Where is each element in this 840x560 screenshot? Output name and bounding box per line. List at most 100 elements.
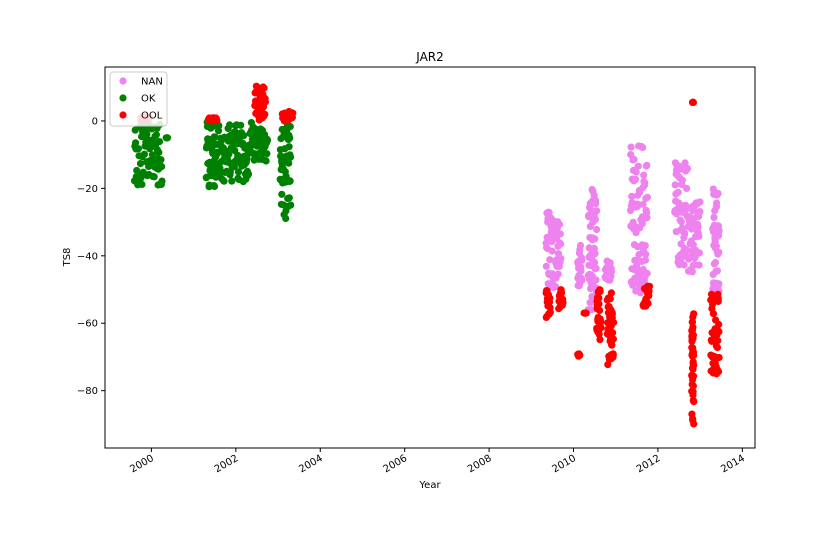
data-point: [157, 156, 165, 164]
legend-marker: [119, 77, 127, 85]
data-point: [695, 249, 704, 257]
data-point: [287, 201, 295, 209]
data-point: [644, 299, 652, 308]
data-point: [546, 308, 554, 316]
data-point: [609, 335, 618, 343]
series-nan-cluster: [671, 159, 692, 269]
plot-frame: [104, 66, 756, 449]
data-point: [715, 227, 723, 235]
data-point: [714, 297, 722, 305]
series-nan-cluster: [574, 241, 586, 290]
data-point: [591, 235, 599, 243]
data-point: [595, 294, 603, 302]
data-point: [582, 309, 590, 317]
data-point: [713, 199, 721, 207]
data-point: [690, 398, 698, 406]
y-tick-label: −60: [77, 319, 98, 330]
data-point: [606, 259, 614, 267]
data-point: [607, 268, 616, 276]
data-point: [610, 318, 618, 326]
data-point: [632, 168, 640, 176]
series-nan-cluster: [626, 142, 652, 297]
data-point: [591, 215, 600, 223]
data-point: [712, 242, 721, 250]
data-point: [641, 256, 650, 264]
data-point: [609, 329, 617, 337]
data-point: [677, 218, 685, 226]
data-point: [682, 203, 691, 211]
data-point: [690, 351, 698, 360]
data-point: [689, 331, 698, 339]
data-point: [593, 207, 601, 215]
data-point: [262, 157, 270, 165]
data-point: [155, 148, 163, 156]
data-point: [557, 289, 566, 297]
series-ool-cluster: [639, 282, 654, 310]
data-point: [285, 194, 293, 202]
y-axis-label: TS8: [62, 248, 73, 268]
data-point: [607, 289, 616, 297]
data-point: [556, 230, 564, 238]
data-point: [671, 181, 679, 189]
series-ool-cluster: [688, 310, 698, 428]
data-point: [286, 153, 295, 161]
series-ool-cluster: [555, 286, 567, 313]
x-tick-label: 2010: [550, 453, 578, 475]
data-point: [592, 276, 600, 284]
data-point: [711, 258, 720, 267]
data-point: [214, 127, 223, 135]
data-point: [132, 139, 140, 147]
data-point: [158, 163, 166, 171]
data-point: [714, 368, 723, 376]
data-point: [690, 420, 698, 428]
data-point: [261, 98, 269, 106]
chart-title: JAR2: [415, 50, 444, 64]
data-point: [286, 134, 294, 142]
data-point: [138, 180, 146, 188]
data-point: [155, 138, 164, 146]
data-point: [136, 160, 145, 168]
x-tick-label: 2004: [297, 453, 325, 475]
legend-label: NAN: [141, 77, 163, 88]
data-point: [631, 175, 640, 183]
data-point: [708, 337, 716, 345]
data-point: [690, 361, 698, 369]
data-point: [634, 162, 642, 170]
data-point: [630, 155, 638, 164]
data-point: [213, 117, 221, 125]
data-point: [591, 250, 599, 258]
plot-points: [130, 82, 723, 428]
series-ool-cluster: [580, 309, 590, 317]
series-ok-cluster: [130, 117, 166, 189]
data-point: [216, 164, 224, 172]
x-tick-label: 2014: [719, 453, 747, 475]
series-ool-cluster: [688, 98, 698, 106]
data-point: [289, 109, 297, 117]
data-point: [695, 261, 703, 269]
data-point: [592, 264, 600, 272]
data-point: [689, 98, 698, 106]
data-point: [559, 299, 567, 307]
series-ool-cluster: [603, 289, 618, 369]
data-point: [715, 328, 723, 336]
data-point: [557, 255, 565, 263]
data-point: [286, 123, 294, 131]
data-point: [674, 188, 682, 196]
data-point: [260, 84, 268, 92]
data-point: [715, 353, 723, 362]
data-point: [608, 310, 617, 318]
data-point: [555, 220, 564, 228]
data-point: [285, 159, 293, 167]
data-point: [643, 214, 651, 222]
data-point: [689, 323, 697, 331]
data-point: [576, 351, 584, 359]
y-tick-label: 0: [92, 116, 98, 127]
data-point: [546, 294, 554, 302]
data-point: [642, 250, 650, 258]
data-point: [639, 200, 647, 208]
data-point: [689, 382, 698, 390]
data-point: [715, 320, 723, 329]
data-point: [643, 161, 651, 169]
data-point: [596, 336, 604, 344]
